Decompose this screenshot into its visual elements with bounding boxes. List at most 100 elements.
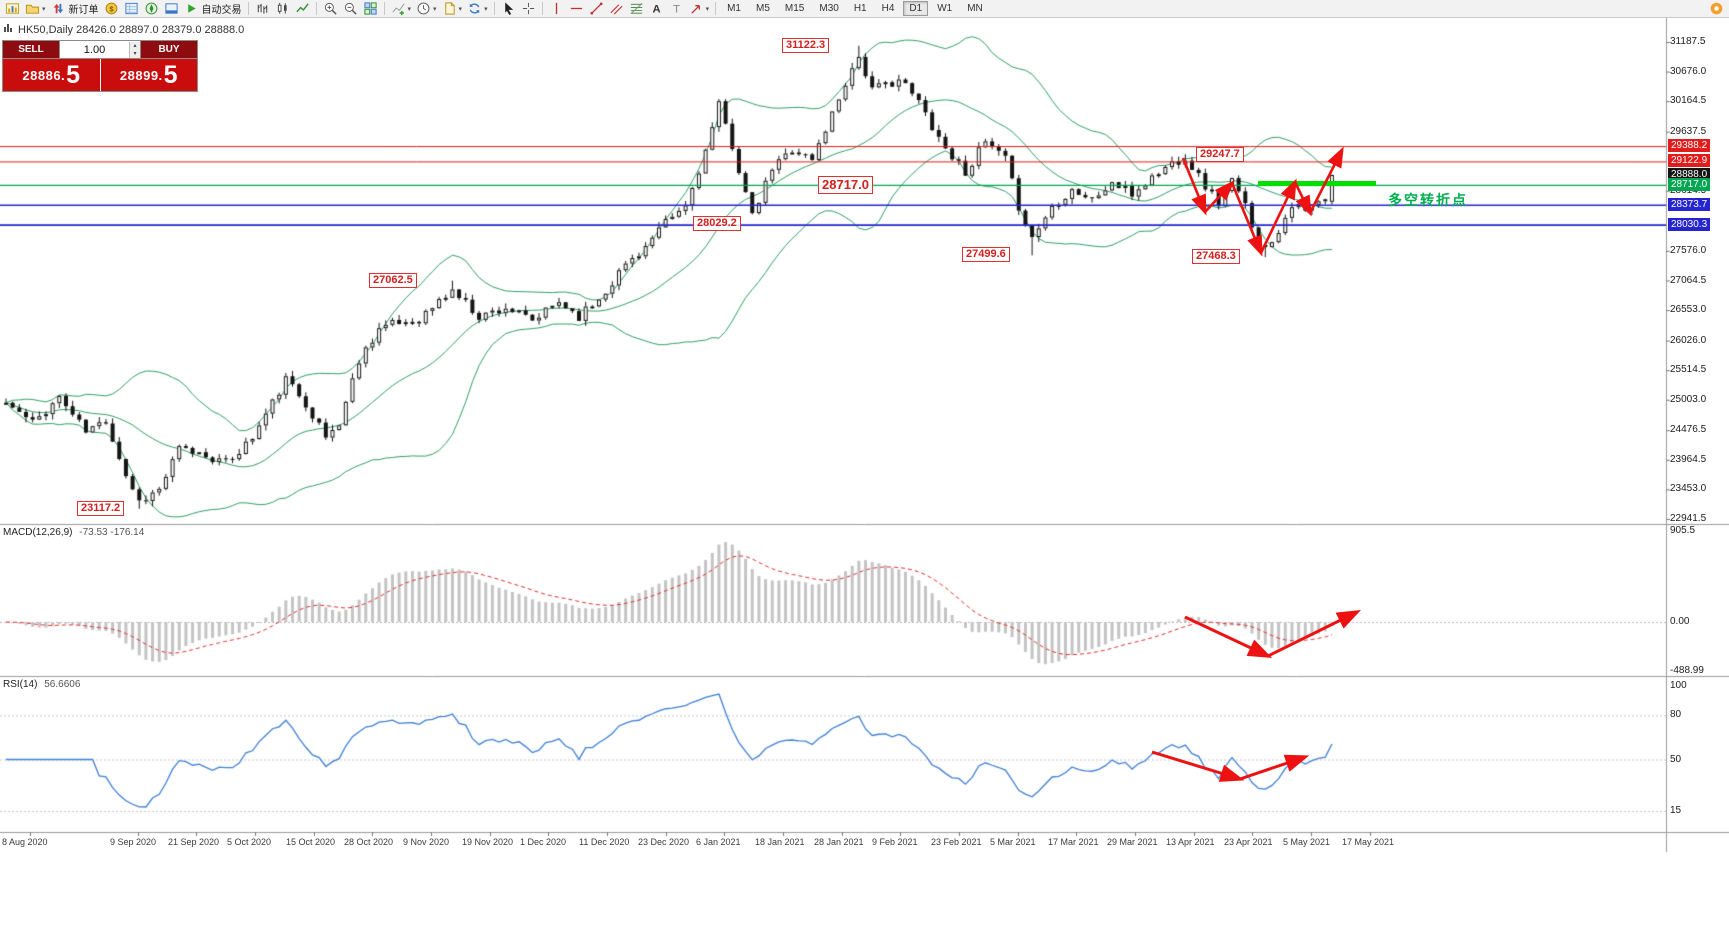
- indicators-icon[interactable]: ▾: [389, 1, 414, 17]
- chart-title-text: HK50,Daily 28426.0 28897.0 28379.0 28888…: [18, 23, 245, 36]
- timeframe-button-w1[interactable]: W1: [937, 3, 953, 14]
- price-annotation[interactable]: 27062.5: [369, 273, 417, 288]
- line-chart-icon: [295, 1, 310, 16]
- text-icon[interactable]: A: [647, 1, 666, 17]
- toolbar-separator: [383, 2, 385, 15]
- data-window-icon: [124, 1, 139, 16]
- macd-name: MACD(12,26,9): [3, 527, 73, 538]
- timeframe-button-m30[interactable]: M30: [819, 3, 839, 14]
- refresh-icon: [467, 1, 482, 16]
- timeframe-button-m15[interactable]: M15: [784, 3, 805, 14]
- volume-stepper: ▴ ▾: [129, 41, 140, 58]
- autotrading-button[interactable]: 自动交易: [182, 1, 244, 17]
- periods-icon[interactable]: ▾: [414, 1, 439, 17]
- vertical-line-icon[interactable]: [547, 1, 566, 17]
- trade-panel-prices: 28886. 5 28899. 5: [3, 59, 197, 91]
- trendline-icon[interactable]: [587, 1, 606, 17]
- data-window-icon[interactable]: [122, 1, 141, 17]
- timeframe-button-h1[interactable]: H1: [853, 3, 867, 14]
- arrow-object-icon: [689, 1, 704, 16]
- cursor-icon[interactable]: [499, 1, 518, 17]
- sell-price-button[interactable]: 28886. 5: [3, 59, 101, 91]
- price-annotation[interactable]: 29247.7: [1196, 147, 1244, 162]
- horizontal-line-icon[interactable]: [567, 1, 586, 17]
- label-icon[interactable]: T: [667, 1, 686, 17]
- market-watch-icon: $: [104, 1, 119, 16]
- timeframe-button-mn[interactable]: MN: [967, 3, 983, 14]
- new-order-button[interactable]: 新订单: [49, 1, 101, 17]
- volume-up-icon[interactable]: ▴: [130, 41, 140, 50]
- line-chart-icon[interactable]: [293, 1, 312, 17]
- buy-price-big: 5: [163, 61, 178, 89]
- caret-down-icon: ▾: [42, 5, 46, 13]
- toolbar-separator: [493, 2, 495, 15]
- timeframe-button-h4[interactable]: H4: [881, 3, 895, 14]
- zoom-in-icon: [323, 1, 338, 16]
- horizontal-line-icon: [569, 1, 584, 16]
- fibonacci-icon[interactable]: [627, 1, 646, 17]
- profiles-icon[interactable]: ▾: [23, 1, 48, 17]
- navigator-icon[interactable]: [142, 1, 161, 17]
- turning-point-label[interactable]: 多空转折点: [1388, 192, 1468, 208]
- buy-price-button[interactable]: 28899. 5: [100, 59, 197, 91]
- timeframe-button-m5[interactable]: M5: [756, 3, 770, 14]
- crosshair-icon: [521, 1, 536, 16]
- price-annotation[interactable]: 28029.2: [693, 216, 741, 231]
- new-order-button-label: 新订单: [68, 5, 99, 16]
- macd-values: -73.53 -176.14: [79, 527, 145, 538]
- templates-icon: [442, 1, 457, 16]
- templates-icon[interactable]: ▾: [440, 1, 465, 17]
- candlestick-chart-icon[interactable]: [273, 1, 292, 17]
- new-chart-icon[interactable]: [3, 1, 22, 17]
- channel-icon[interactable]: [607, 1, 626, 17]
- buy-button[interactable]: BUY: [141, 41, 197, 58]
- arrow-object-icon[interactable]: ▾: [687, 1, 712, 17]
- timeframe-button-d1[interactable]: D1: [903, 1, 929, 16]
- profiles-icon: [25, 1, 40, 16]
- indicators-icon: [391, 1, 406, 16]
- timeframe-button-m1[interactable]: M1: [727, 3, 741, 14]
- svg-text:T: T: [673, 4, 680, 16]
- rsi-name: RSI(14): [3, 679, 38, 690]
- zoom-out-icon[interactable]: [341, 1, 360, 17]
- rsi-value: 56.6606: [44, 679, 81, 690]
- sell-button[interactable]: SELL: [3, 41, 59, 58]
- macd-label: MACD(12,26,9) -73.53 -176.14: [3, 527, 144, 538]
- terminal-icon[interactable]: [162, 1, 181, 17]
- autotrading-icon: [184, 1, 199, 16]
- caret-down-icon: ▾: [705, 5, 710, 13]
- candlestick-chart-icon: [275, 1, 290, 16]
- toolbar-separator: [315, 2, 317, 15]
- volume-down-icon[interactable]: ▾: [130, 49, 140, 58]
- community-icon[interactable]: [1707, 1, 1726, 17]
- toolbar-separator: [715, 2, 717, 15]
- label-icon: T: [669, 1, 684, 16]
- one-click-trading-panel: SELL ▴ ▾ BUY 28886. 5 28899. 5: [2, 40, 198, 92]
- zoom-in-icon[interactable]: [321, 1, 340, 17]
- fibonacci-icon: [629, 1, 644, 16]
- price-annotation[interactable]: 23117.2: [77, 501, 125, 516]
- price-annotation[interactable]: 31122.3: [782, 38, 830, 53]
- new-chart-icon: [5, 1, 20, 16]
- sell-price-main: 28886.: [22, 67, 66, 83]
- caret-down-icon: ▾: [484, 5, 488, 13]
- refresh-icon[interactable]: ▾: [465, 1, 490, 17]
- toolbar: ▾ 新订单 $ 自动交易 ▾ ▾ ▾ ▾ A T ▾ M1 M5 M15 M30 H1 H4 D1 W1 MN: [0, 0, 1729, 18]
- price-annotation[interactable]: 27468.3: [1192, 249, 1240, 264]
- pivot-highlight-line[interactable]: [1258, 181, 1376, 186]
- vertical-line-icon: [549, 1, 564, 16]
- bar-chart-icon: [255, 1, 270, 16]
- caret-down-icon: ▾: [407, 5, 412, 13]
- price-annotation[interactable]: 27499.6: [962, 247, 1010, 262]
- price-annotation[interactable]: 28717.0: [818, 176, 873, 194]
- volume-input[interactable]: [60, 43, 129, 56]
- svg-text:A: A: [652, 4, 660, 16]
- bar-chart-icon[interactable]: [253, 1, 272, 17]
- toolbar-separator: [247, 2, 249, 15]
- community-icon: [1709, 1, 1724, 16]
- market-watch-icon[interactable]: $: [102, 1, 121, 17]
- crosshair-icon[interactable]: [519, 1, 538, 17]
- tile-windows-icon[interactable]: [361, 1, 380, 17]
- zoom-out-icon: [343, 1, 358, 16]
